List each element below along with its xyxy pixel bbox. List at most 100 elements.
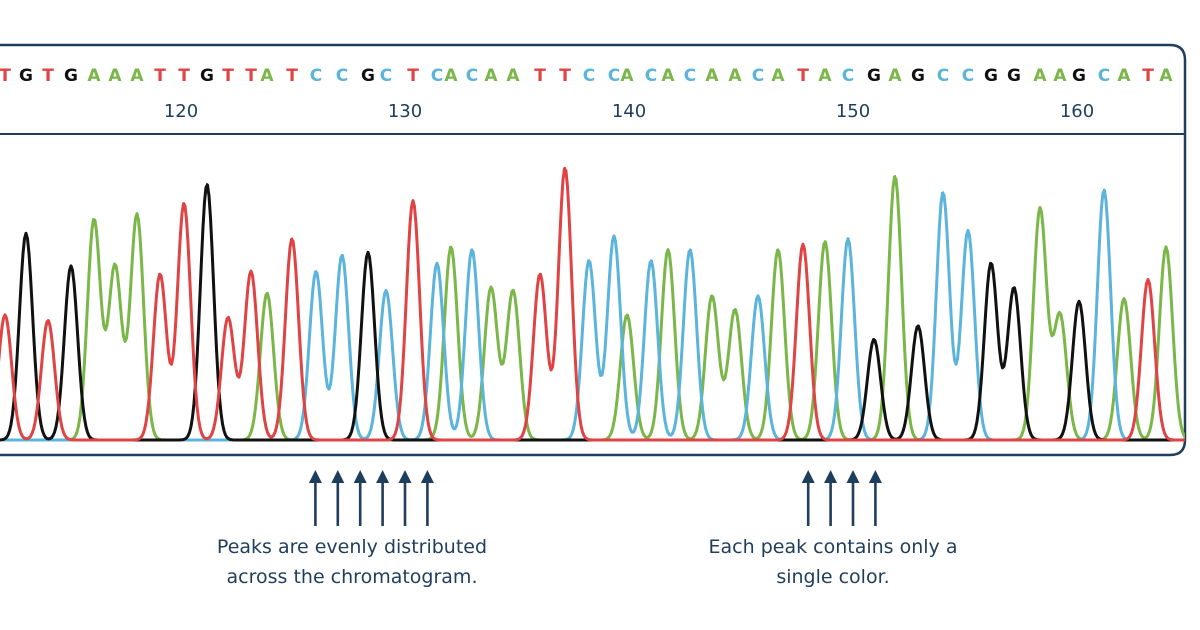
base-call: A: [108, 66, 122, 86]
peak-apex: [265, 291, 269, 295]
trace-a-series: [0, 175, 1185, 442]
position-label: 150: [836, 101, 870, 122]
annotation-arrow-icon: [868, 470, 882, 526]
peak-apex: [916, 324, 920, 327]
base-call: A: [1117, 66, 1131, 86]
base-call: T: [1142, 66, 1154, 86]
base-call: A: [484, 66, 498, 86]
annotation-arrow-icon: [308, 470, 322, 526]
peak-apex: [1038, 207, 1042, 210]
base-call: G: [1007, 66, 1021, 86]
peak-apex: [688, 248, 692, 251]
annotation-arrow-icon: [398, 470, 412, 526]
annotation-right-line-1: Each peak contains only a: [708, 536, 958, 558]
base-call: A: [1033, 66, 1047, 86]
peak-apex: [1102, 188, 1106, 191]
base-call: A: [130, 66, 144, 86]
base-call: G: [19, 66, 33, 86]
base-call: A: [620, 66, 634, 86]
base-call: G: [361, 66, 375, 86]
base-call: T: [245, 66, 257, 86]
base-call: A: [661, 66, 675, 86]
peak-apex: [449, 245, 453, 249]
peak-apex: [24, 232, 28, 235]
base-call: T: [559, 66, 571, 86]
peak-apex: [733, 308, 737, 311]
base-call: C: [336, 66, 348, 86]
annotation-arrow-icon: [846, 470, 860, 526]
peak-apex: [846, 237, 850, 240]
peak-apex: [46, 319, 50, 322]
peak-apex: [1058, 313, 1062, 317]
peak-apex: [872, 338, 876, 341]
base-call: T: [534, 66, 546, 86]
base-call: A: [260, 66, 274, 86]
peak-apex: [756, 294, 760, 298]
base-call: G: [984, 66, 998, 86]
annotation-arrow-icon: [420, 470, 434, 526]
base-call: C: [431, 66, 443, 86]
annotation-arrow-icon: [824, 470, 838, 526]
base-call: G: [200, 66, 214, 86]
peak-apex: [587, 259, 591, 262]
peak-apex: [989, 262, 993, 265]
position-label: 160: [1060, 101, 1094, 122]
trace-layer: [0, 166, 1185, 442]
peak-apex: [314, 270, 318, 273]
peak-apex: [92, 218, 96, 221]
base-call: C: [1098, 66, 1110, 86]
peak-apex: [226, 316, 230, 319]
base-call: A: [1053, 66, 1067, 86]
base-call: C: [937, 66, 949, 86]
peak-apex: [625, 313, 629, 317]
annotation-arrow-icon: [376, 470, 390, 526]
peak-apex: [135, 213, 139, 216]
base-call: T: [222, 66, 234, 86]
peak-apex: [290, 237, 294, 240]
base-call: T: [286, 66, 298, 86]
peak-apex: [366, 251, 370, 254]
peak-apex: [158, 272, 162, 276]
base-call: C: [583, 66, 595, 86]
peak-apex: [470, 248, 474, 251]
peak-apex: [205, 183, 209, 186]
peak-apex: [563, 166, 567, 170]
position-label: 120: [164, 101, 198, 122]
base-call: C: [962, 66, 974, 86]
base-call: A: [728, 66, 742, 86]
peak-apex: [776, 248, 780, 251]
peak-apex: [69, 264, 73, 268]
peak-apex: [511, 289, 515, 292]
base-call: C: [466, 66, 478, 86]
base-call: A: [506, 66, 520, 86]
annotation-right-line-2: single color.: [776, 566, 890, 588]
base-call: T: [178, 66, 190, 86]
annotation-left-line-2: across the chromatogram.: [226, 566, 478, 588]
peak-apex: [113, 264, 117, 268]
peak-apex: [489, 286, 493, 289]
peak-apex: [801, 242, 805, 246]
peak-apex: [435, 262, 439, 265]
base-call: G: [867, 66, 881, 86]
sequence-frame: [0, 43, 1187, 457]
annotation-right: Each peak contains only a single color.: [663, 532, 1003, 592]
base-call: T: [154, 66, 166, 86]
annotation-left-line-1: Peaks are evenly distributed: [216, 536, 488, 558]
base-call: A: [444, 66, 458, 86]
peak-apex: [384, 289, 388, 292]
peak-apex: [612, 234, 616, 238]
arrow-layer: [308, 470, 882, 526]
peak-apex: [340, 253, 344, 257]
peak-apex: [1164, 245, 1168, 249]
base-call: C: [608, 66, 620, 86]
base-call: G: [64, 66, 78, 86]
base-call: A: [771, 66, 785, 86]
annotation-left: Peaks are evenly distributed across the …: [182, 532, 522, 592]
peak-apex: [666, 248, 670, 251]
peak-apex: [941, 191, 945, 194]
trace-t-series: [0, 167, 1185, 442]
base-call: A: [1159, 66, 1173, 86]
peak-apex: [249, 270, 253, 273]
